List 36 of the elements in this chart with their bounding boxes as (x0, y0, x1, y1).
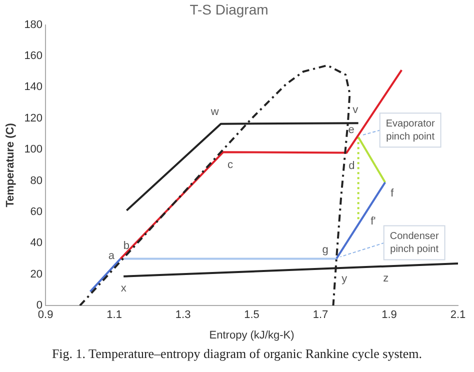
x-tick-label: 2.1 (450, 309, 466, 322)
y-tick-label: 180 (24, 18, 43, 31)
annotation: v (352, 104, 359, 116)
x-tick-label: 1.3 (175, 309, 191, 322)
x-tick-label: 1.5 (244, 309, 260, 322)
y-tick-label: 120 (24, 112, 43, 124)
annotation: f (390, 187, 395, 200)
x-axis-title: Entropy (kJ/kg-K) (209, 329, 294, 342)
annotation: w (210, 106, 219, 118)
y-tick-label: 40 (30, 237, 43, 250)
annotation: c (228, 159, 234, 172)
x-tick-label: 1.1 (106, 309, 122, 322)
annotation: y (342, 273, 348, 286)
y-tick-label: 0 (36, 300, 43, 312)
annotation: e (348, 124, 354, 136)
annotation: z (383, 272, 389, 285)
annotation: x (120, 282, 127, 294)
chart-title: T-S Diagram (190, 1, 268, 18)
y-tick-label: 140 (24, 81, 43, 94)
annotation: f' (370, 216, 376, 228)
annotation: g (322, 244, 328, 256)
annotation: Evaporator pinch point (386, 118, 436, 142)
x-tick-label: 1.7 (312, 309, 328, 322)
y-axis-title: Temperature (C) (4, 122, 17, 208)
x-tick-label: 0.9 (38, 309, 54, 322)
x-tick-label: 1.9 (382, 309, 397, 322)
annotation: d (348, 160, 355, 172)
annotation: b (123, 240, 130, 252)
y-tick-label: 160 (24, 50, 43, 62)
y-tick-label: 80 (30, 174, 43, 187)
y-tick-label: 100 (24, 144, 43, 156)
caption: Fig. 1. Temperature–entropy diagram of organic Rankine cycle system. (50, 346, 424, 362)
annotation: Condenser pinch point (390, 231, 440, 256)
y-tick-label: 20 (30, 268, 43, 280)
y-tick-label: 60 (30, 206, 43, 218)
annotation: a (108, 250, 116, 262)
